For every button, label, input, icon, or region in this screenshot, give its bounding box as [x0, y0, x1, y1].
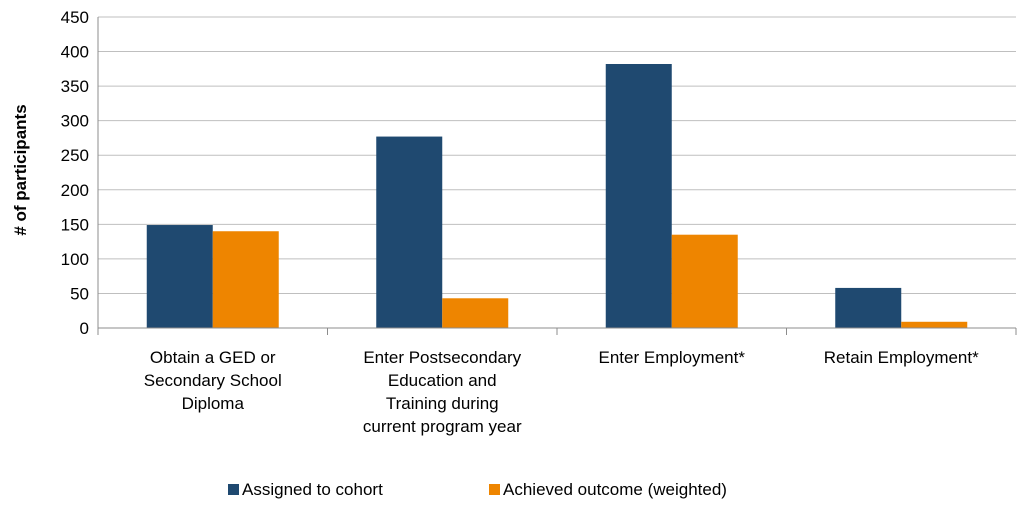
legend-swatch: [228, 484, 239, 495]
bar-assigned: [376, 136, 443, 328]
legend-swatch: [489, 484, 500, 495]
legend-label: Achieved outcome (weighted): [503, 480, 727, 499]
bar-assigned: [605, 63, 672, 329]
legend: Assigned to cohort Achieved outcome (weig…: [228, 480, 727, 499]
legend-label: Assigned to cohort: [242, 480, 383, 499]
y-tick-label: 200: [61, 181, 89, 200]
y-tick-label: 300: [61, 112, 89, 131]
category-label: Retain Employment*: [824, 348, 979, 367]
y-tick-label: 0: [80, 319, 89, 338]
y-tick-label: 250: [61, 146, 89, 165]
bar-achieved: [901, 321, 968, 328]
y-axis-ticks: 0 50 100 150 200 250 300 350 400 450: [61, 8, 89, 338]
y-tick-label: 100: [61, 250, 89, 269]
bar-assigned: [146, 225, 213, 328]
category-labels: Obtain a GED or Secondary School Diploma En…: [144, 348, 979, 436]
y-tick-label: 400: [61, 43, 89, 62]
bar-achieved: [671, 234, 738, 328]
bars: [146, 63, 968, 329]
bar-achieved: [442, 298, 509, 328]
bar-achieved: [212, 231, 279, 328]
y-tick-label: 150: [61, 215, 89, 234]
category-label: Enter Employment*: [599, 348, 746, 367]
x-axis: [97, 17, 1017, 335]
bar-assigned: [835, 287, 902, 328]
y-tick-label: 450: [61, 8, 89, 27]
category-label: Obtain a GED or Secondary School Diploma: [144, 348, 282, 413]
y-axis-label: # of participants: [11, 104, 30, 235]
category-label: Enter Postsecondary Education and Training…: [363, 348, 522, 436]
y-tick-label: 350: [61, 77, 89, 96]
y-tick-label: 50: [70, 284, 89, 303]
